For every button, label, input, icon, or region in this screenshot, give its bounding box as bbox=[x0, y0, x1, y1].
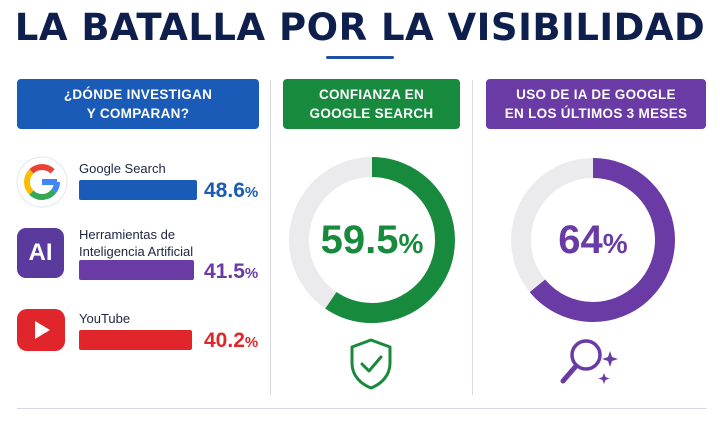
header-trust-line2: GOOGLE SEARCH bbox=[309, 106, 434, 121]
title-underline bbox=[326, 56, 394, 59]
bar-youtube bbox=[79, 330, 192, 350]
magnifier-sparkle-icon bbox=[556, 333, 626, 391]
ai-badge-icon: AI bbox=[17, 228, 64, 278]
youtube-play-icon bbox=[17, 309, 65, 351]
row-label-youtube: YouTube bbox=[79, 311, 131, 326]
row-label-ai: Herramientas de Inteligencia Artificial bbox=[79, 227, 194, 259]
google-g-logo-icon bbox=[16, 156, 68, 208]
value-youtube: 40.2% bbox=[204, 329, 259, 352]
ai-usage-donut-arc bbox=[511, 158, 675, 322]
header-ai-usage: USO DE IA DE GOOGLE EN LOS ÚLTIMOS 3 MES… bbox=[486, 79, 706, 129]
ai-usage-donut bbox=[508, 155, 678, 325]
header-research: ¿DÓNDE INVESTIGAN Y COMPARAN? bbox=[17, 79, 259, 129]
header-ai-usage-line2: EN LOS ÚLTIMOS 3 MESES bbox=[504, 106, 688, 121]
column-divider bbox=[472, 80, 473, 395]
bar-ai bbox=[79, 260, 194, 280]
header-research-line2: Y COMPARAN? bbox=[86, 106, 190, 121]
trust-donut-arc bbox=[289, 157, 455, 323]
header-research-line1: ¿DÓNDE INVESTIGAN bbox=[63, 87, 213, 102]
row-label-google: Google Search bbox=[79, 161, 166, 176]
value-google: 48.6% bbox=[204, 179, 259, 202]
header-ai-usage-line1: USO DE IA DE GOOGLE bbox=[516, 87, 676, 102]
footer-divider bbox=[17, 408, 707, 409]
column-divider bbox=[270, 80, 271, 395]
page-title: LA BATALLA POR LA VISIBILIDAD bbox=[14, 6, 706, 49]
trust-donut bbox=[286, 154, 458, 326]
trust-value: 59.5% bbox=[320, 218, 424, 262]
header-trust-line1: CONFIANZA EN bbox=[318, 87, 425, 102]
bar-google bbox=[79, 180, 197, 200]
header-trust: CONFIANZA EN GOOGLE SEARCH bbox=[283, 79, 460, 129]
value-ai: 41.5% bbox=[204, 260, 259, 283]
ai-usage-value: 64% bbox=[558, 218, 628, 262]
shield-check-icon bbox=[348, 337, 394, 391]
